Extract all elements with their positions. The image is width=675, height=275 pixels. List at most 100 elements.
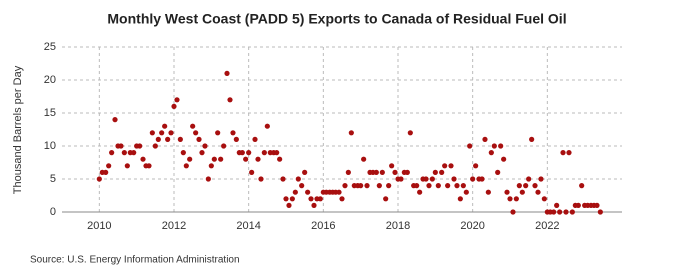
point xyxy=(348,130,354,136)
point xyxy=(246,150,252,156)
point xyxy=(392,169,398,175)
point xyxy=(488,150,494,156)
point xyxy=(532,183,538,189)
point xyxy=(373,169,379,175)
point xyxy=(535,189,541,195)
point xyxy=(211,156,217,162)
point xyxy=(482,136,488,142)
point xyxy=(274,150,280,156)
point xyxy=(187,156,193,162)
point xyxy=(252,136,258,142)
point xyxy=(516,183,522,189)
point xyxy=(103,169,109,175)
point xyxy=(283,196,289,202)
point xyxy=(594,202,600,208)
point xyxy=(183,163,189,169)
point xyxy=(308,196,314,202)
point xyxy=(519,189,525,195)
point xyxy=(140,156,146,162)
point xyxy=(168,130,174,136)
y-tick-label: 0 xyxy=(50,206,56,218)
point xyxy=(96,176,102,182)
point xyxy=(529,136,535,142)
point xyxy=(538,176,544,182)
point xyxy=(566,150,572,156)
x-tick-label: 2020 xyxy=(460,220,484,232)
point xyxy=(109,150,115,156)
point xyxy=(557,209,563,215)
point xyxy=(149,130,155,136)
point xyxy=(551,209,557,215)
point xyxy=(463,189,469,195)
point xyxy=(423,176,429,182)
point xyxy=(575,202,581,208)
point xyxy=(554,202,560,208)
point xyxy=(560,150,566,156)
point xyxy=(227,97,233,103)
point xyxy=(264,123,270,129)
point xyxy=(383,196,389,202)
point xyxy=(404,169,410,175)
point xyxy=(597,209,603,215)
point xyxy=(221,143,227,149)
point xyxy=(233,136,239,142)
point xyxy=(460,183,466,189)
point xyxy=(261,150,267,156)
point xyxy=(510,209,516,215)
point xyxy=(311,202,317,208)
point xyxy=(121,150,127,156)
point xyxy=(218,156,224,162)
x-tick-label: 2012 xyxy=(162,220,186,232)
point xyxy=(523,183,529,189)
point xyxy=(208,163,214,169)
point xyxy=(361,156,367,162)
point xyxy=(339,196,345,202)
point xyxy=(435,183,441,189)
point xyxy=(429,176,435,182)
point xyxy=(569,209,575,215)
point xyxy=(414,183,420,189)
point xyxy=(118,143,124,149)
point xyxy=(255,156,261,162)
point xyxy=(196,136,202,142)
point xyxy=(470,176,476,182)
point xyxy=(193,130,199,136)
point xyxy=(501,156,507,162)
point xyxy=(249,169,255,175)
point xyxy=(526,176,532,182)
point xyxy=(165,136,171,142)
point xyxy=(199,150,205,156)
point xyxy=(495,169,501,175)
y-axis-label: Thousand Barrels per Day xyxy=(12,65,24,194)
point xyxy=(439,169,445,175)
point xyxy=(106,163,112,169)
point xyxy=(379,169,385,175)
point xyxy=(473,163,479,169)
point xyxy=(451,176,457,182)
point xyxy=(277,156,283,162)
point xyxy=(215,130,221,136)
point xyxy=(426,183,432,189)
point xyxy=(442,163,448,169)
point xyxy=(317,196,323,202)
point xyxy=(202,143,208,149)
y-tick-label: 15 xyxy=(44,107,56,119)
point xyxy=(162,123,168,129)
point xyxy=(292,189,298,195)
point xyxy=(457,196,463,202)
point xyxy=(171,103,177,109)
point xyxy=(454,183,460,189)
point xyxy=(177,136,183,142)
point xyxy=(299,183,305,189)
y-tick-label: 10 xyxy=(44,140,56,152)
point xyxy=(386,183,392,189)
x-tick-label: 2014 xyxy=(236,220,260,232)
point xyxy=(513,196,519,202)
point xyxy=(180,150,186,156)
point xyxy=(146,163,152,169)
point xyxy=(445,183,451,189)
source-note: Source: U.S. Energy Information Administ… xyxy=(30,255,240,266)
point xyxy=(389,163,395,169)
point xyxy=(205,176,211,182)
